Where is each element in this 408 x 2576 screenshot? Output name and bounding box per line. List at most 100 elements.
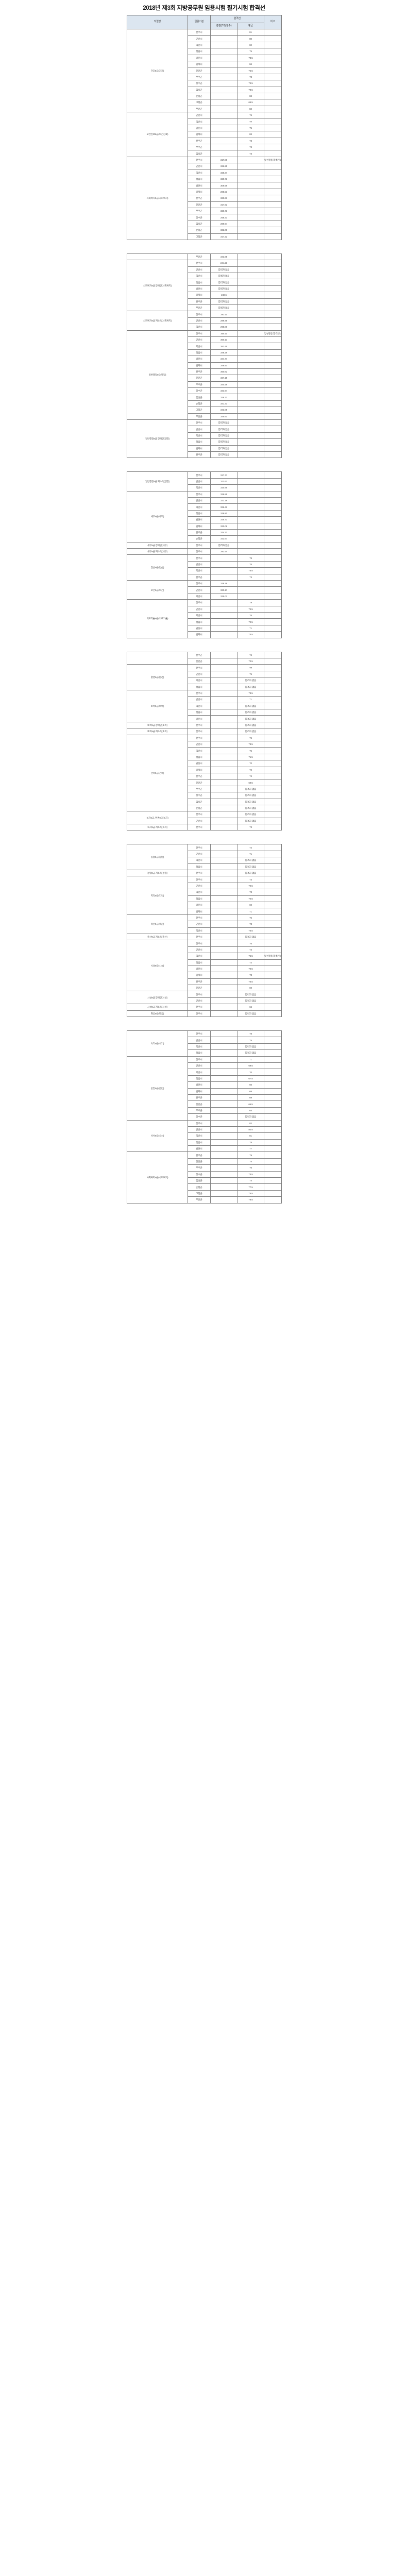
cell-gigwan: 장수군	[188, 792, 211, 799]
cell-chongjeom	[210, 933, 237, 941]
cell-bigo	[264, 740, 282, 748]
cell-chongjeom: 317.77	[210, 471, 237, 479]
cell-chongjeom: 343.85	[210, 253, 237, 261]
table-row: 사서9급(사서) 전주시 82	[127, 1120, 282, 1153]
cell-pyeonggyun: 75.5	[237, 1190, 264, 1197]
cell-gigwan: 김제시	[188, 972, 211, 979]
cell-bigo	[264, 804, 282, 812]
cell-chongjeom: 317.22	[210, 233, 237, 240]
cell-pyeonggyun	[237, 586, 264, 594]
table-row: 익산시 77	[127, 118, 282, 125]
cell-pyeonggyun	[236, 207, 265, 215]
table-row: 진안군 337.15	[127, 375, 282, 382]
table-row: 정읍시 328.90	[127, 510, 282, 517]
cell-pyeonggyun	[237, 522, 264, 530]
cell-chongjeom	[210, 124, 237, 132]
cell-gigwan: 익산시	[188, 747, 211, 754]
cell-chongjeom: 합격자 없음	[210, 419, 237, 427]
cell-gigwan: 김제시	[188, 445, 211, 452]
table-row: 완주군 74	[127, 772, 282, 780]
document-root: 2018년 제3회 지방공무원 임용시험 필기시험 합격선 직렬명 임용기관 합격선…	[0, 0, 408, 1217]
cell-pyeonggyun: 합격자 없음	[237, 1049, 264, 1057]
cell-pyeonggyun: 70.5	[237, 895, 264, 903]
cell-gigwan: 고창군	[188, 406, 211, 414]
cell-bigo	[264, 484, 282, 492]
cell-gigwan: 완주군	[188, 573, 211, 581]
cell-jikryeol: 전산9급(전산)	[127, 554, 188, 581]
cell-bigo	[264, 54, 282, 61]
cell-gigwan: 군산시	[188, 426, 211, 433]
cell-chongjeom	[210, 882, 237, 890]
table-row: 무주군 76	[127, 1164, 282, 1172]
cell-chongjeom	[210, 959, 237, 966]
table-row: 전산9급(전산) 전주시 78	[127, 554, 282, 581]
cell-pyeonggyun: 75	[237, 1158, 264, 1165]
cell-bigo	[264, 573, 282, 581]
cell-gigwan: 무주군	[188, 785, 211, 793]
cell-chongjeom	[210, 772, 237, 780]
cell-pyeonggyun: 합격자 없음	[237, 1113, 264, 1121]
column-header-bigo: 비고	[264, 15, 282, 29]
cell-gigwan: 익산시	[188, 118, 211, 125]
table-row: 고창군 66.5	[127, 99, 282, 106]
cell-pyeonggyun: 71	[237, 624, 264, 632]
cell-chongjeom	[210, 889, 237, 896]
cell-pyeonggyun: 73.5	[237, 1171, 264, 1178]
cell-bigo	[264, 1100, 282, 1108]
cell-bigo	[264, 1049, 282, 1057]
cell-gigwan: 부안군	[188, 253, 211, 261]
cell-gigwan: 군산시	[188, 317, 211, 325]
cell-pyeonggyun: 73	[236, 144, 265, 151]
cell-pyeonggyun: 69.5	[237, 779, 264, 786]
cell-pyeonggyun: 합격자 없음	[237, 709, 264, 716]
cell-gigwan: 익산시	[188, 1132, 211, 1140]
cell-gigwan: 김제시	[188, 292, 211, 299]
cell-jikryeol: 사회복지9급(사회복지)	[127, 1151, 188, 1204]
cell-bigo	[264, 1004, 282, 1011]
table-row: 익산시 336.42	[127, 503, 282, 511]
cell-pyeonggyun: 74	[237, 946, 264, 954]
cell-pyeonggyun: 75.5	[236, 67, 265, 74]
cell-pyeonggyun: 74.5	[236, 80, 265, 87]
cell-bigo	[264, 753, 282, 761]
results-table: 완주군 74 진안군 70.5 환경9급(환경) 전주시 77 군산시 75 익산시 합격자 없음 정…	[127, 651, 282, 831]
cell-pyeonggyun	[237, 490, 264, 498]
cell-gigwan: 장수군	[188, 1171, 211, 1178]
cell-chongjeom	[210, 67, 237, 74]
cell-bigo	[264, 279, 282, 286]
cell-jikryeol: 축산9급 저소득(축산)	[127, 933, 188, 941]
cell-bigo	[264, 516, 282, 523]
cell-bigo	[264, 201, 282, 208]
cell-pyeonggyun	[236, 175, 265, 183]
cell-bigo	[264, 798, 282, 805]
cell-bigo	[264, 972, 282, 979]
cell-bigo	[264, 631, 282, 638]
cell-bigo	[264, 760, 282, 767]
cell-bigo	[264, 612, 282, 619]
cell-pyeonggyun	[237, 471, 264, 479]
cell-chongjeom: 322.67	[210, 535, 237, 543]
cell-gigwan: 전주시	[188, 28, 211, 36]
cell-pyeonggyun: 합격자 없음	[237, 728, 264, 735]
cell-bigo	[264, 863, 282, 871]
cell-chongjeom	[210, 677, 237, 684]
cell-chongjeom	[210, 605, 237, 613]
cell-gigwan: 익산시	[188, 1069, 211, 1076]
cell-chongjeom	[210, 683, 237, 690]
cell-bigo	[264, 503, 282, 511]
cell-gigwan: 군산시	[188, 497, 211, 504]
cell-chongjeom: 합격자 없음	[210, 279, 237, 286]
cell-bigo	[264, 541, 282, 549]
column-header-pyeonggyun: 평균	[236, 23, 265, 29]
cell-bigo	[264, 991, 282, 998]
cell-jikryeol	[127, 253, 188, 261]
cell-gigwan: 군산시	[188, 1126, 211, 1133]
cell-pyeonggyun	[237, 394, 264, 401]
cell-gigwan: 임실군	[188, 798, 211, 805]
cell-pyeonggyun	[237, 478, 264, 485]
cell-gigwan: 군산시	[188, 266, 211, 274]
table-row: 진안군 65.5	[127, 1100, 282, 1108]
table-row: 김제시 240.5	[127, 292, 282, 299]
cell-gigwan: 남원시	[188, 715, 211, 722]
table-row: 익산시 합격자 없음	[127, 273, 282, 280]
